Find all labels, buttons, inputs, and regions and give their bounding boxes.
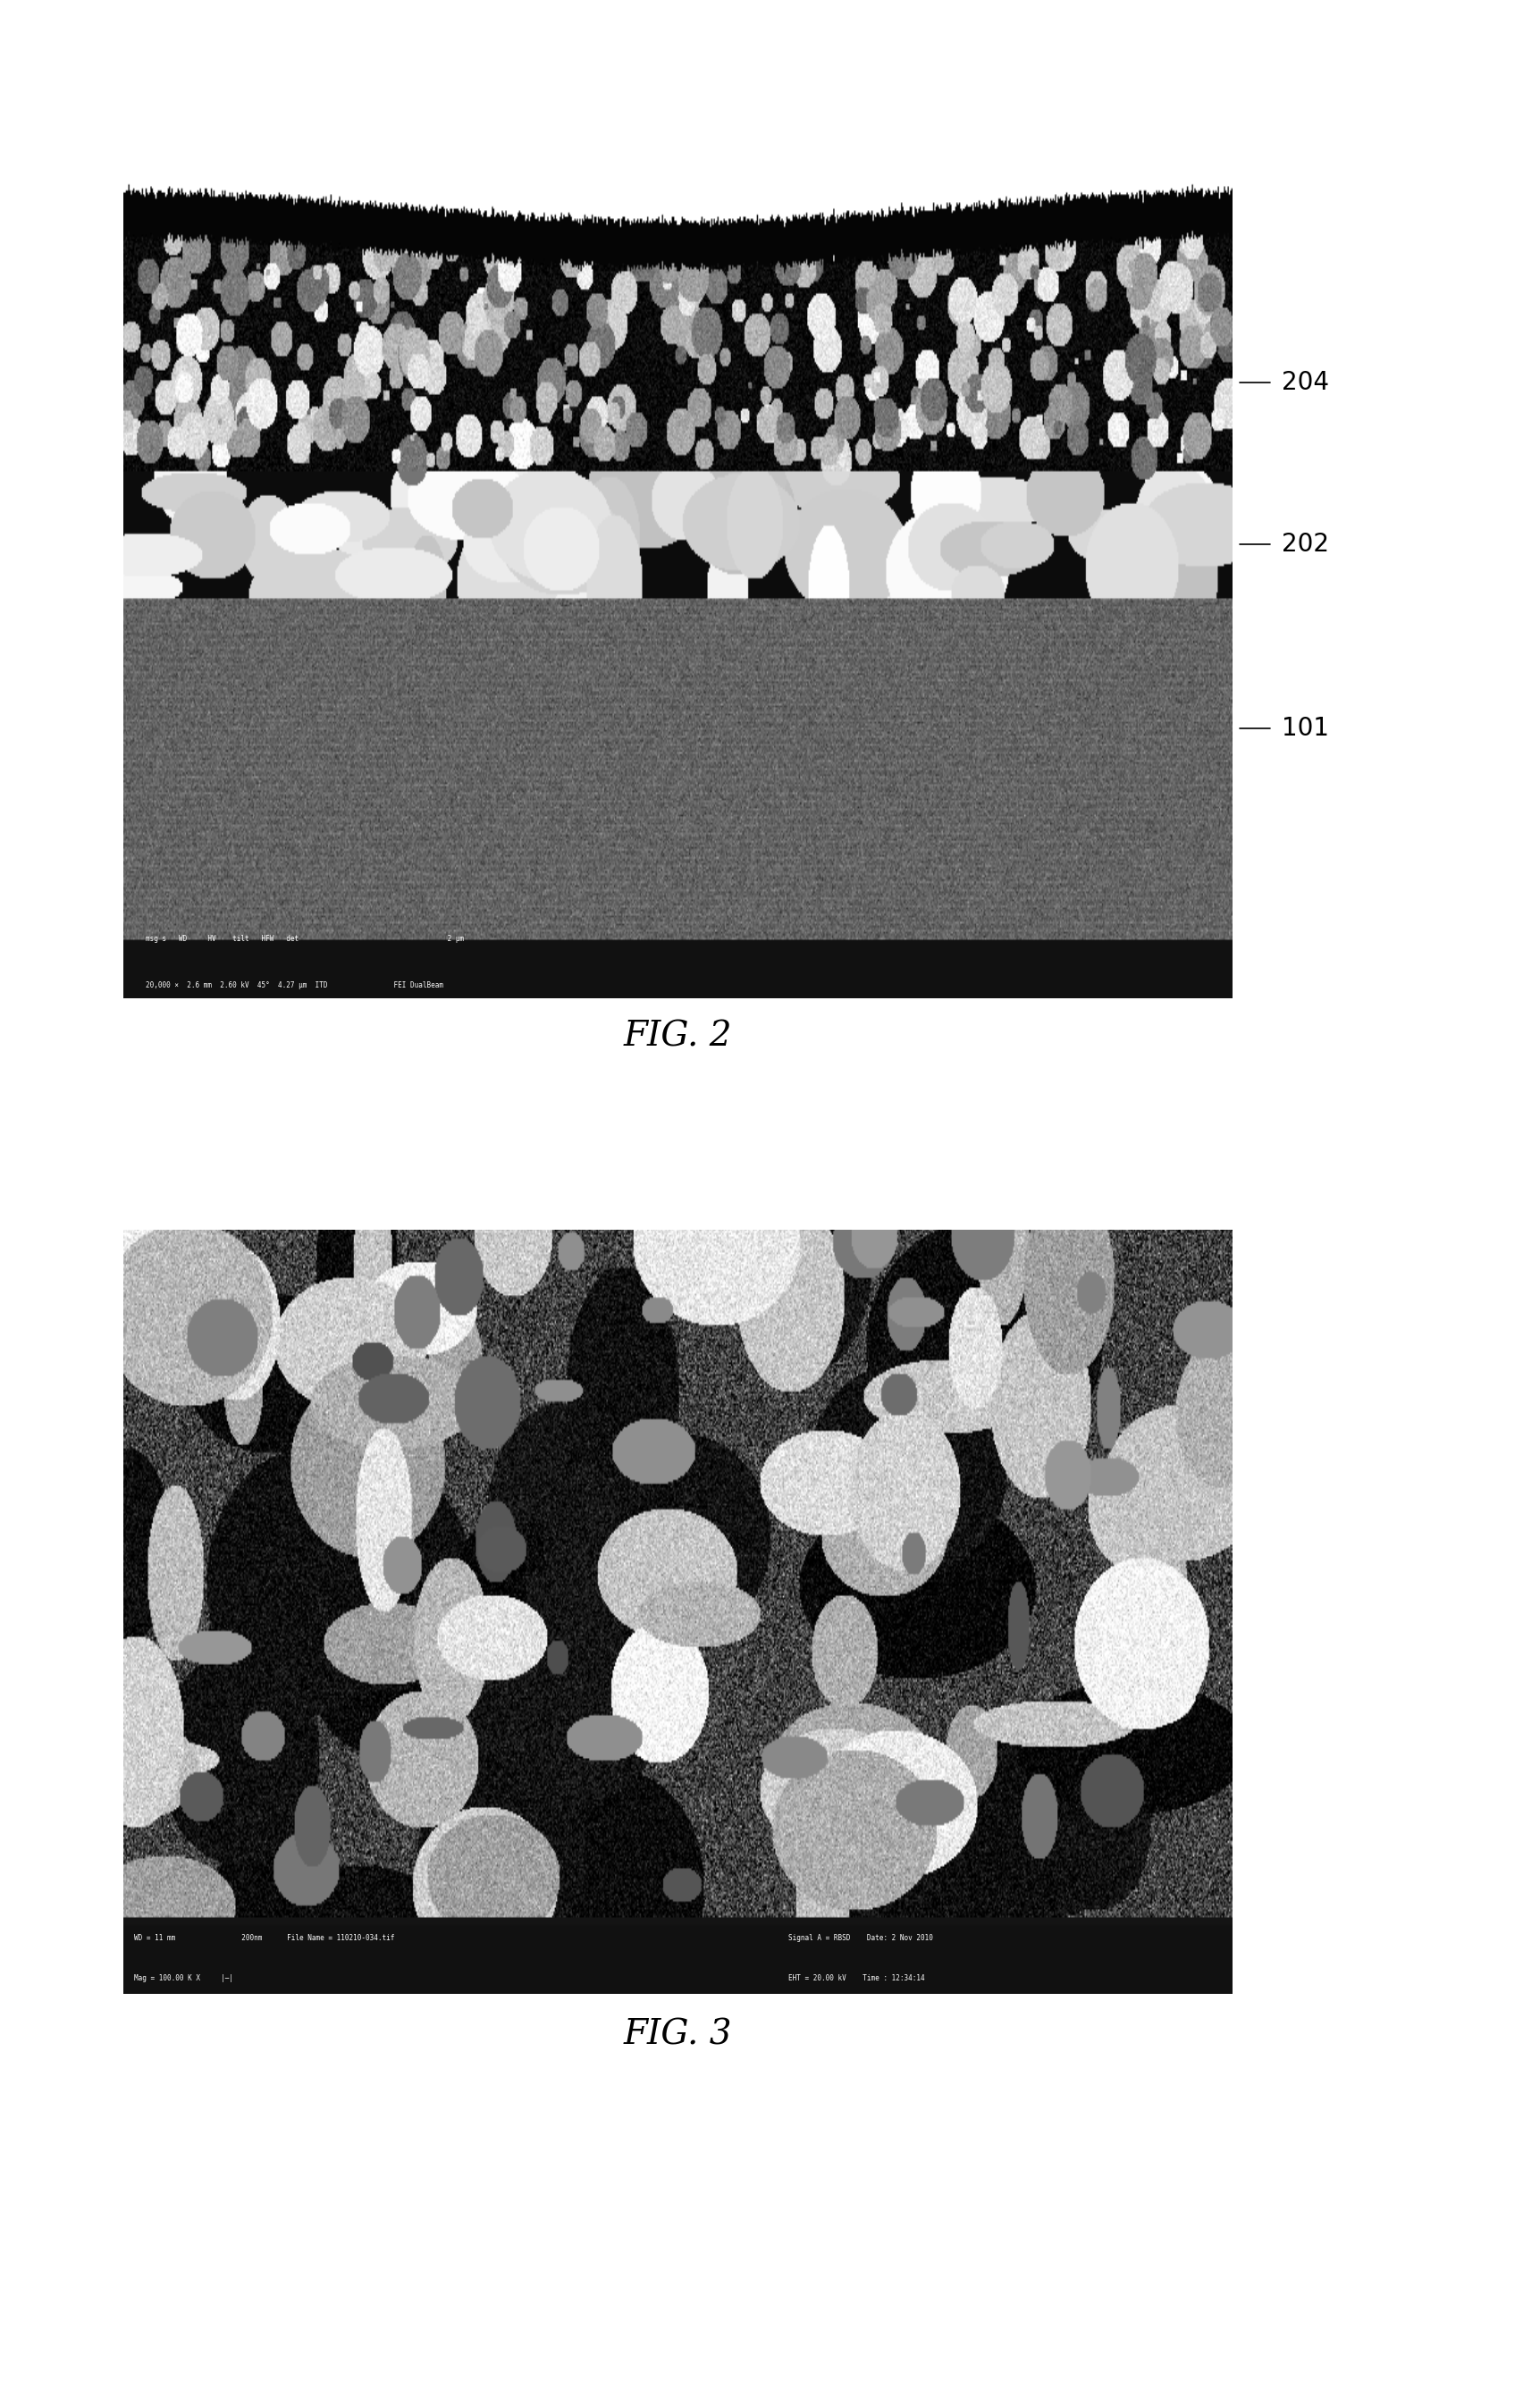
Text: 202: 202 (1281, 533, 1329, 556)
Text: FIG. 2: FIG. 2 (624, 1020, 732, 1053)
Text: 101: 101 (1281, 716, 1329, 740)
Text: 20,000 ×  2.6 mm  2.60 kV  45°  4.27 μm  ITD                FEI DualBeam: 20,000 × 2.6 mm 2.60 kV 45° 4.27 μm ITD … (145, 981, 444, 989)
Text: msg s   WD     HV    tilt   HFW   det                                    2 μm: msg s WD HV tilt HFW det 2 μm (145, 936, 464, 943)
Text: 204: 204 (1281, 370, 1329, 394)
Text: EHT = 20.00 kV    Time : 12:34:14: EHT = 20.00 kV Time : 12:34:14 (788, 1975, 926, 1982)
Text: Mag = 100.00 K X     |—|: Mag = 100.00 K X |—| (134, 1975, 234, 1982)
Text: Signal A = RBSD    Date: 2 Nov 2010: Signal A = RBSD Date: 2 Nov 2010 (788, 1934, 933, 1941)
Text: FIG. 3: FIG. 3 (624, 2018, 732, 2051)
Text: WD = 11 mm                200nm      File Name = 110210-034.tif: WD = 11 mm 200nm File Name = 110210-034.… (134, 1934, 394, 1941)
